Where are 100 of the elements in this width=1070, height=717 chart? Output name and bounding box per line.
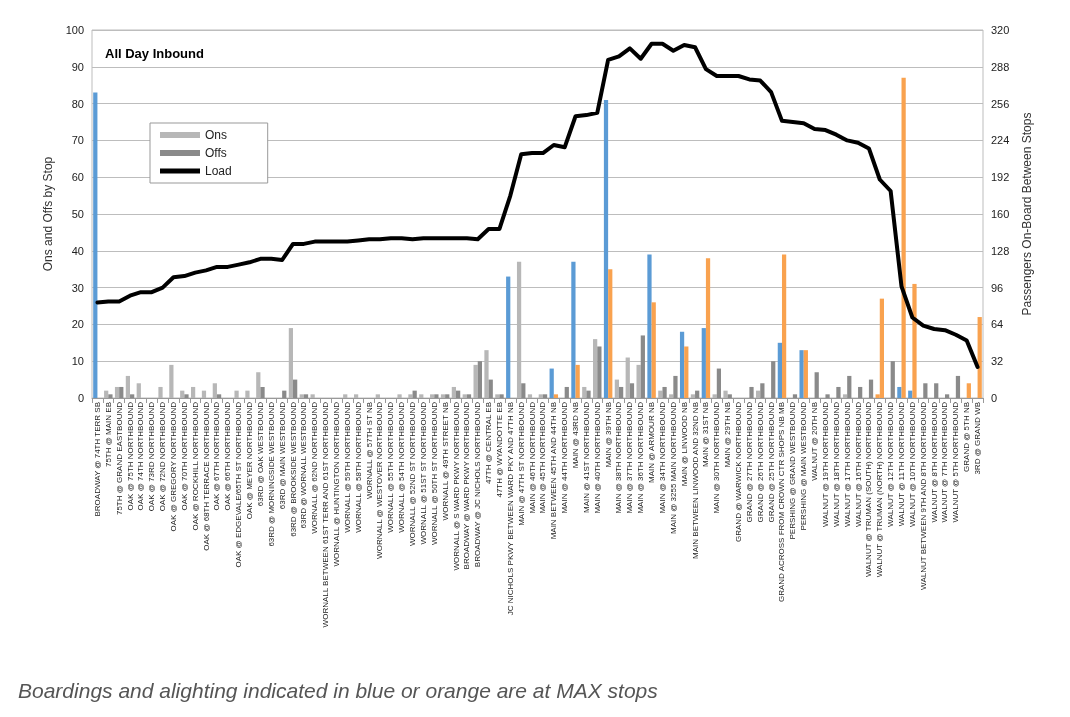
x-tick-label: OAK @ 73RD NORTHBOUND bbox=[147, 401, 157, 512]
x-tick-label: MAIN @ 31ST NB bbox=[701, 402, 711, 467]
bar bbox=[618, 386, 624, 398]
x-tick-label: WORNALL @ WESTOVER NORTHBOUND bbox=[375, 401, 385, 559]
y-axis-title: Ons and Offs by Stop bbox=[41, 156, 55, 272]
bar bbox=[434, 394, 439, 398]
y2-tick-label: 32 bbox=[991, 355, 1004, 368]
bar bbox=[597, 346, 602, 398]
y-tick-label: 40 bbox=[71, 244, 84, 257]
x-tick-label: MAIN @ ARMOUR NB bbox=[647, 402, 657, 484]
x-tick-label: MAIN @ 29TH NB bbox=[723, 402, 733, 468]
x-tick-label: WALNUT @ TRUMAN (SOUTH) NORTHBOUND bbox=[864, 401, 874, 577]
bar bbox=[282, 390, 287, 398]
x-tick-label: MAIN @ 30TH NORTHBOUND bbox=[712, 401, 722, 514]
x-tick-label: WORNALL @ 55TH NORTHBOUND bbox=[386, 401, 396, 533]
bar bbox=[108, 394, 113, 398]
bar bbox=[506, 276, 511, 398]
y-tick-label: 80 bbox=[71, 97, 84, 110]
x-tick-label: MAIN @ 36TH NORTHBOUND bbox=[636, 401, 646, 514]
x-tick-label: OAK @ MEYER NORTHBOUND bbox=[245, 401, 255, 520]
bar bbox=[825, 394, 830, 398]
bar bbox=[760, 383, 765, 398]
bar bbox=[977, 317, 982, 398]
bar bbox=[647, 254, 652, 398]
bar bbox=[847, 375, 852, 398]
bar bbox=[803, 350, 808, 398]
x-tick-label: MAIN @ 43RD NB bbox=[571, 402, 581, 469]
x-tick-label: MAIN BETWEEN LINWOOD AND 32ND NB bbox=[690, 402, 700, 559]
bar bbox=[412, 390, 417, 398]
bar bbox=[564, 386, 569, 398]
bar bbox=[792, 394, 798, 398]
bar bbox=[93, 92, 98, 398]
bar bbox=[542, 394, 548, 398]
bar bbox=[695, 390, 700, 398]
bar bbox=[629, 383, 635, 398]
x-tick-label: WALNUT @ 12TH NORTHBOUND bbox=[886, 401, 896, 527]
x-tick-label: MAIN @ 46TH NORTHBOUND bbox=[527, 401, 537, 514]
x-tick-label: WALNUT @ TRUMAN (NORTH) NORTHBOUND bbox=[875, 401, 885, 578]
bar bbox=[575, 364, 580, 398]
x-tick-label: MAIN @ 45TH NORTHBOUND bbox=[538, 401, 548, 514]
x-tick-label: OAK @ 74TH NORTHBOUND bbox=[136, 401, 146, 511]
bar bbox=[868, 379, 874, 398]
x-tick-label: WORNALL @ 50TH ST NORTHBOUND bbox=[429, 401, 439, 546]
bar bbox=[521, 383, 526, 398]
x-tick-label: GRAND @ WARWICK NORTHBOUND bbox=[734, 401, 744, 542]
bar bbox=[303, 394, 309, 398]
x-tick-label: GRAND @ 5TH NB bbox=[962, 402, 972, 472]
x-tick-label: BROADWAY @ WARD PKWY NORTHBOUND bbox=[462, 401, 472, 570]
x-tick-label: OAK @ 67TH NORTHBOUND bbox=[212, 401, 222, 511]
x-tick-label: OAK @ 72ND NORTHBOUND bbox=[158, 401, 168, 512]
x-tick-label: GRAND @ 27TH NORTHBOUND bbox=[744, 401, 754, 523]
x-tick-label: 63RD @ MAIN WESTBOUND bbox=[277, 401, 287, 510]
x-tick-label: PERSHING @ GRAND WESTBOUND bbox=[788, 401, 798, 540]
x-tick-label: OAK @ 66TH NORTHBOUND bbox=[223, 401, 233, 511]
bar bbox=[879, 298, 885, 398]
bar bbox=[293, 379, 298, 398]
x-tick-label: 63RD @ BROOKSIDE WESTBOUND bbox=[288, 401, 298, 537]
x-tick-label: WALNUT @ 10TH NORTHBOUND bbox=[907, 401, 917, 527]
x-tick-label: GRAND ACROSS FROM CROWN CTR SHOPS NB MB bbox=[777, 402, 787, 603]
bar bbox=[466, 394, 472, 398]
x-tick-label: JC NICHOLS PKWY BETWEEN WARD PKY AND 47TH NB bbox=[505, 402, 515, 616]
bar bbox=[814, 372, 819, 398]
legend-label: Offs bbox=[205, 146, 227, 160]
x-tick-label: WALNUT @ 20TH NB bbox=[810, 402, 820, 481]
x-tick-label: MAIN BETWEEN 45TH AND 44TH NB bbox=[549, 402, 559, 540]
bar bbox=[955, 375, 961, 398]
x-tick-label: OAK @ EDGEVALE/65TH ST NORTHBOUND bbox=[234, 401, 244, 568]
bar bbox=[260, 386, 265, 398]
bar bbox=[549, 368, 554, 398]
x-tick-label: 47TH @ CENTRAL EB bbox=[484, 402, 494, 485]
bar bbox=[216, 394, 222, 398]
y-tick-label: 0 bbox=[77, 392, 84, 404]
bar bbox=[781, 254, 787, 398]
y2-tick-label: 160 bbox=[991, 208, 1010, 220]
x-tick-label: WORNALL BETWEEN 61ST TERR AND 61ST NORTHBOUND bbox=[321, 401, 331, 628]
x-tick-label: OAK @ 75TH NORTHBOUND bbox=[125, 401, 135, 511]
x-tick-label: 63RD @ WORNALL WESTBOUND bbox=[299, 401, 309, 529]
y-tick-label: 100 bbox=[65, 24, 84, 36]
bar bbox=[908, 390, 913, 398]
y2-tick-label: 320 bbox=[991, 24, 1010, 36]
bar bbox=[499, 394, 504, 398]
x-tick-label: WORNALL @ 58TH NORTHBOUND bbox=[353, 401, 363, 533]
y2-axis-title: Passengers On-Board Between Stops bbox=[1020, 112, 1034, 316]
bar bbox=[727, 394, 732, 398]
bar bbox=[890, 361, 895, 398]
bar bbox=[586, 390, 591, 398]
x-tick-label: MAIN @ 38TH NORTHBOUND bbox=[614, 401, 624, 514]
x-tick-label: MAIN @ 34TH NORTHBOUND bbox=[657, 401, 667, 514]
x-tick-label: WALNUT @ 16TH NORTHBOUND bbox=[853, 401, 863, 527]
bar bbox=[603, 99, 609, 398]
y2-tick-label: 288 bbox=[991, 60, 1010, 73]
bar bbox=[651, 302, 656, 398]
y-tick-label: 50 bbox=[71, 208, 84, 220]
x-tick-label: 75TH @ GRAND EASTBOUND bbox=[114, 401, 124, 516]
x-tick-label: WORNALL @ 52ND ST NORTHBOUND bbox=[408, 401, 418, 546]
line-series bbox=[95, 41, 980, 369]
y2-tick-label: 128 bbox=[991, 244, 1010, 257]
bar bbox=[934, 383, 939, 398]
y-tick-label: 20 bbox=[71, 318, 84, 331]
bar bbox=[445, 394, 450, 398]
